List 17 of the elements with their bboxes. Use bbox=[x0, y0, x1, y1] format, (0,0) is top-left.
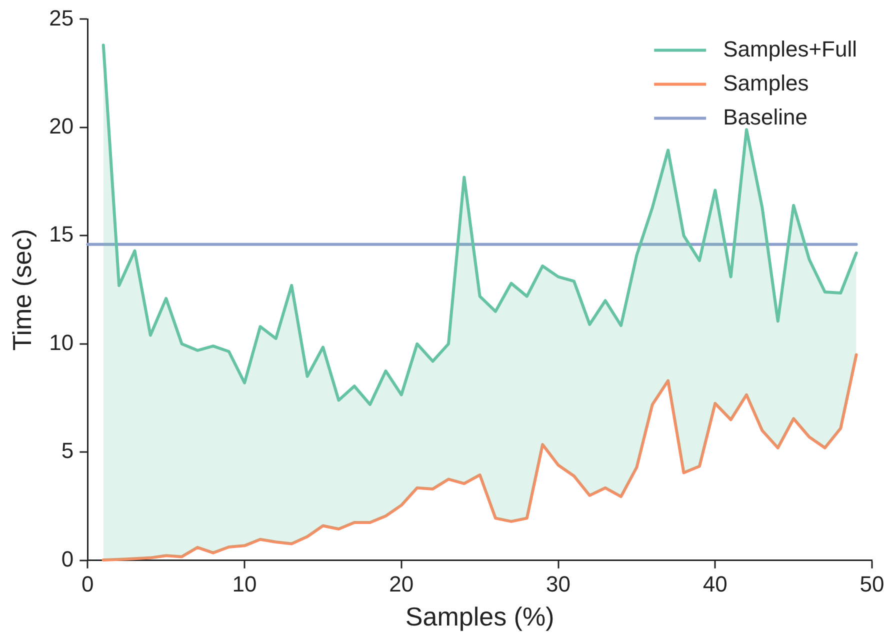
x-tick-label: 30 bbox=[546, 572, 571, 597]
x-axis-title: Samples (%) bbox=[405, 602, 554, 632]
y-tick-label: 10 bbox=[49, 330, 74, 355]
x-tick-label: 0 bbox=[82, 572, 94, 597]
x-tick-label: 50 bbox=[860, 572, 884, 597]
x-tick-label: 20 bbox=[389, 572, 414, 597]
legend-label: Baseline bbox=[723, 104, 808, 130]
x-tick-label: 40 bbox=[702, 572, 728, 597]
x-tick-label: 10 bbox=[232, 572, 257, 597]
y-axis-title: Time (sec) bbox=[6, 228, 37, 351]
y-tick-label: 20 bbox=[49, 114, 74, 139]
y-tick-label: 25 bbox=[49, 5, 74, 30]
y-tick-label: 15 bbox=[49, 222, 74, 247]
y-tick-label: 0 bbox=[61, 546, 74, 572]
y-tick-label: 5 bbox=[61, 438, 74, 464]
legend-label: Samples bbox=[723, 70, 809, 96]
legend-label: Samples+Full bbox=[723, 36, 857, 62]
